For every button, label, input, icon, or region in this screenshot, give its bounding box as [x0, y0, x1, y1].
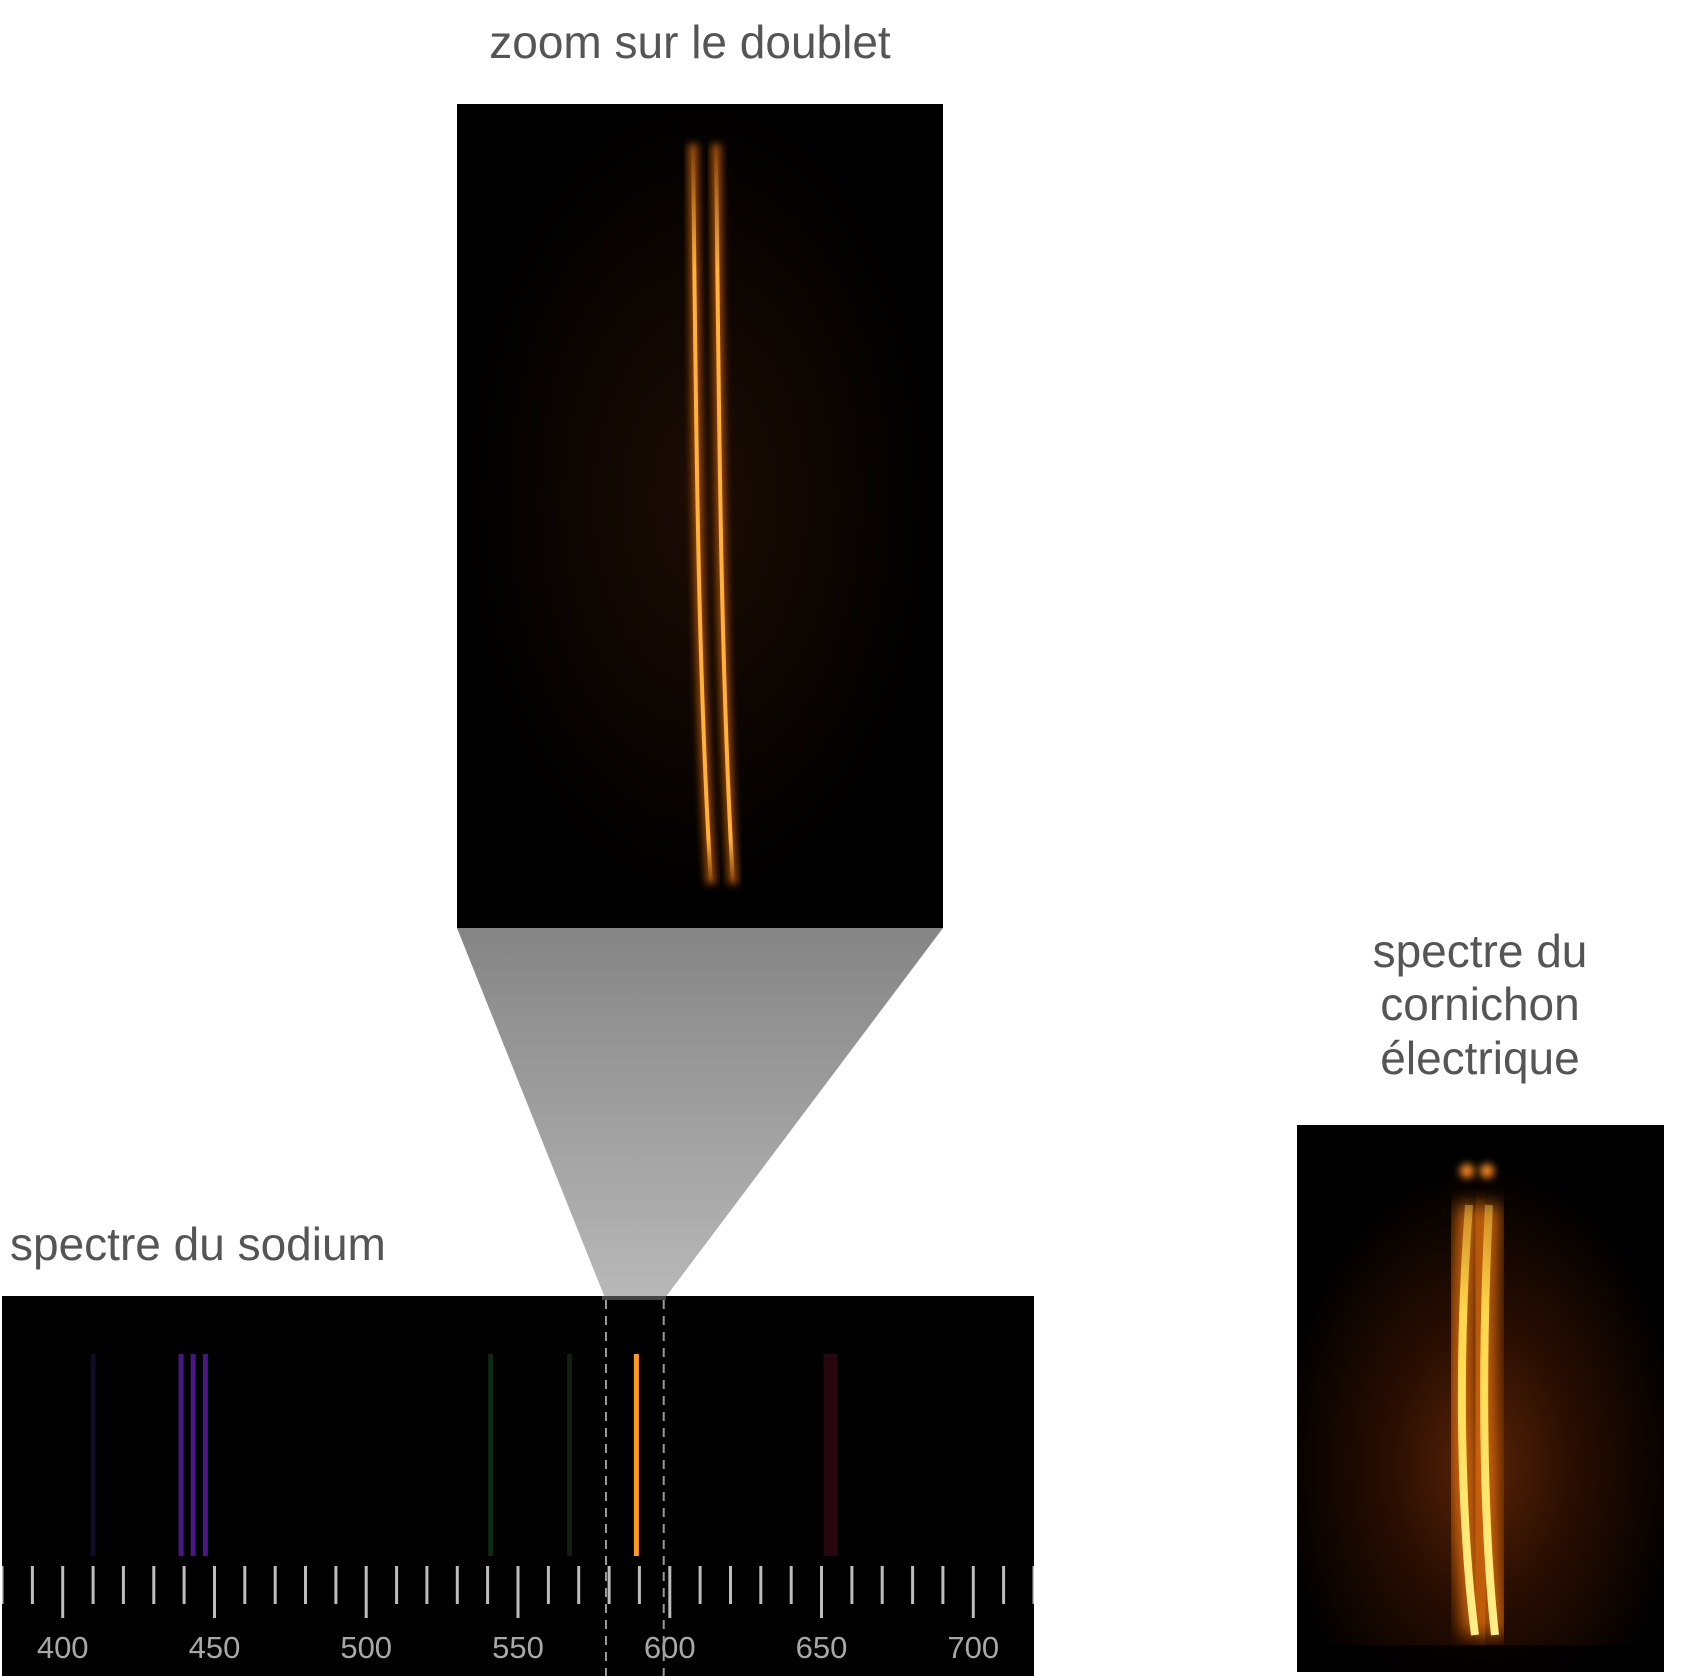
violet-line-410: [90, 1354, 96, 1556]
pickle-line-right: [1480, 1204, 1499, 1636]
pickle-title-line-3: électrique: [1380, 1031, 1580, 1084]
doublet-zoom-photo: [457, 104, 943, 928]
violet-line-443: [190, 1354, 196, 1556]
zoom-title: zoom sur le doublet: [489, 16, 891, 68]
tick-label: 700: [947, 1630, 999, 1665]
tick-label: 450: [189, 1630, 241, 1665]
pickle-spectrum-photo: [1297, 1125, 1664, 1672]
pickle-title-line-1: spectre du: [1372, 925, 1588, 977]
doublet-lines: [688, 143, 738, 885]
zoom-cone: [457, 928, 943, 1298]
spectrum-svg: 400 450 500 550 600 650 700: [2, 1296, 1034, 1676]
tick-label: 550: [492, 1630, 544, 1665]
pickle-title-line-2: cornichon: [1380, 978, 1580, 1031]
violet-line-439: [178, 1354, 184, 1556]
selection-bar: [602, 1296, 666, 1300]
violet-line-447: [202, 1354, 208, 1556]
pickle-line-left: [1457, 1204, 1479, 1636]
tick-label: 600: [644, 1630, 696, 1665]
sodium-d-line: [633, 1354, 639, 1556]
pickle-dot-left: [1460, 1164, 1474, 1178]
green-line-567: [567, 1354, 573, 1556]
pickle-dot-right: [1480, 1164, 1494, 1178]
red-line-653: [823, 1354, 838, 1556]
tick-label: 650: [796, 1630, 848, 1665]
sodium-spectrum: 400 450 500 550 600 650 700: [2, 1296, 1034, 1676]
tick-label: 400: [37, 1630, 89, 1665]
green-line-541: [488, 1354, 494, 1556]
pickle-lines: [1450, 1204, 1506, 1637]
sodium-spectrum-title: spectre du sodium: [10, 1218, 386, 1270]
doublet-line-d2: [691, 143, 713, 885]
tick-label: 500: [340, 1630, 392, 1665]
doublet-line-d1: [714, 143, 735, 885]
pickle-spectrum-title: spectre du cornichon électrique: [1300, 925, 1660, 1085]
